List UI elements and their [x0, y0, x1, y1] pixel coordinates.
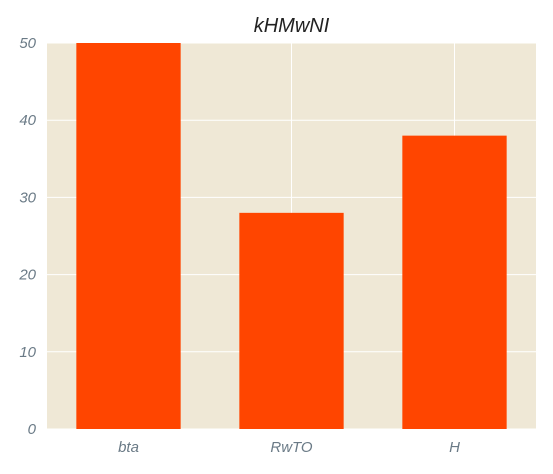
bar-h [402, 135, 507, 429]
bar-rwto [239, 212, 344, 429]
y-tick-label: 10 [19, 344, 36, 361]
x-tick-label: H [449, 439, 460, 456]
y-tick-label: 50 [19, 35, 36, 52]
bars [76, 43, 507, 429]
y-axis-ticks: 0 10 20 30 40 50 [18, 35, 36, 438]
x-tick-label: RwTO [270, 439, 313, 456]
x-tick-label: bta [118, 439, 139, 456]
y-tick-label: 40 [19, 112, 36, 129]
x-axis-ticks: bta RwTO H [118, 439, 460, 456]
chart-title: kHMwNI [254, 15, 330, 37]
y-tick-label: 0 [28, 421, 37, 438]
bar-bta [76, 43, 181, 429]
y-tick-label: 30 [19, 189, 36, 206]
y-tick-label: 20 [18, 267, 36, 284]
